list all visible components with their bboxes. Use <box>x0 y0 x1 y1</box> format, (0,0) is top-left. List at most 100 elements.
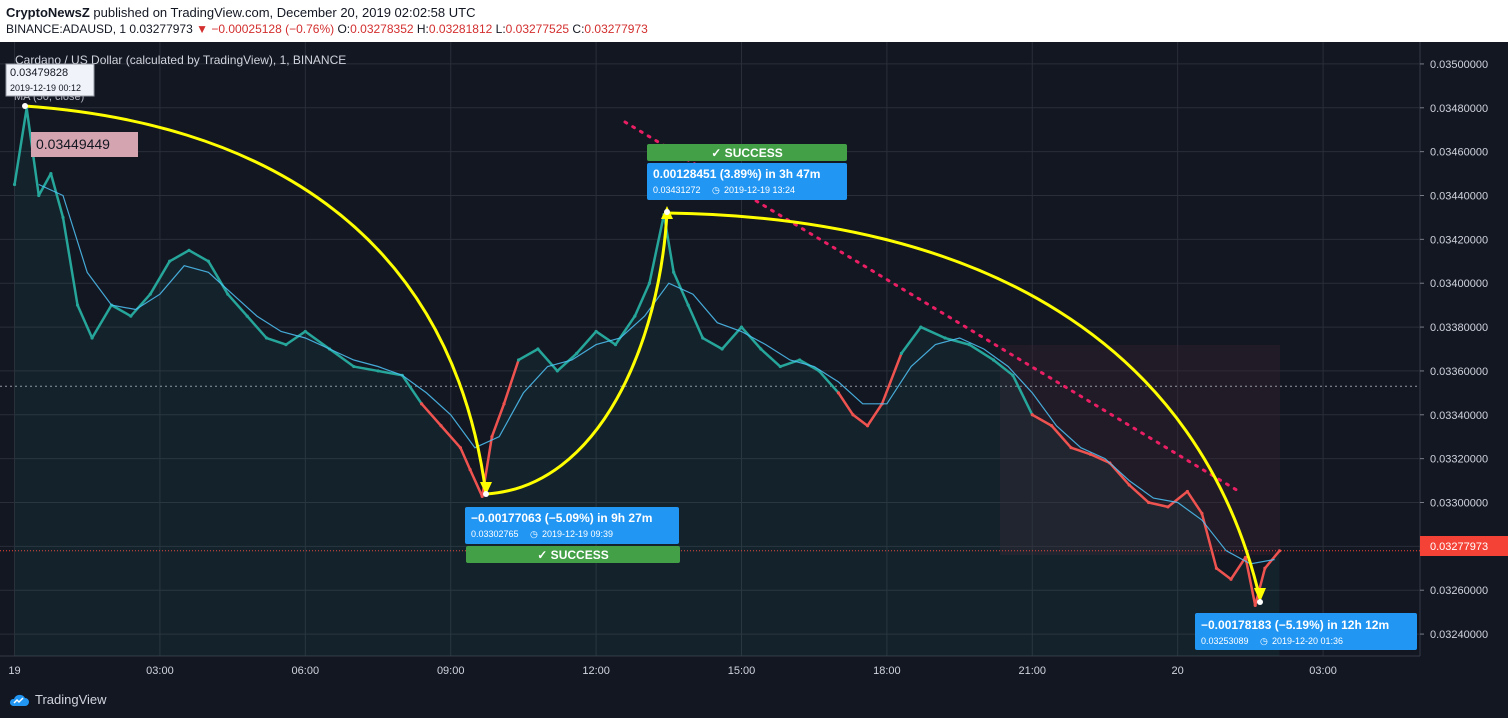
price-segment <box>900 325 923 355</box>
publisher-name[interactable]: CryptoNewsZ <box>6 5 90 20</box>
x-tick-label: 03:00 <box>1309 665 1337 677</box>
price-point <box>555 369 559 373</box>
price-point <box>1030 413 1034 417</box>
price-segment <box>502 358 520 406</box>
x-tick-label: 03:00 <box>146 665 174 677</box>
open-value: 0.03278352 <box>350 22 414 36</box>
footer-bar: TradingView <box>0 686 1508 718</box>
price-axis[interactable]: 0.03500000 0.03480000 0.03460000 0.03440000… <box>1419 42 1508 686</box>
clock-icon: ◷ <box>1260 636 1268 646</box>
price-chart[interactable]: 0.03500000 0.03480000 0.03460000 0.03440000… <box>0 42 1508 686</box>
last-price-tag <box>1420 536 1508 556</box>
price-point <box>1147 500 1151 505</box>
price-segment <box>968 343 995 362</box>
price-segment <box>168 249 191 263</box>
price-point <box>720 347 724 351</box>
y-tick-label: 0.03340000 <box>1430 410 1488 422</box>
arc-rise[interactable] <box>485 211 669 496</box>
price-point <box>836 391 841 395</box>
point-low-1[interactable] <box>483 491 489 497</box>
point-high[interactable] <box>22 103 28 109</box>
measure-3-main: −0.00178183 (−5.19%) in 12h 12m <box>1201 618 1389 632</box>
publication-line: CryptoNewsZ published on TradingView.com… <box>6 5 475 20</box>
x-tick-label: 12:00 <box>582 665 610 677</box>
price-segment <box>226 292 249 318</box>
price-point <box>490 435 494 439</box>
price-segment <box>759 347 782 368</box>
price-segment <box>13 106 28 186</box>
price-segment <box>284 330 307 346</box>
high-label: H: <box>416 22 429 36</box>
price-segment <box>1089 453 1112 465</box>
x-tick-label: 19 <box>8 665 20 677</box>
price-point <box>1088 452 1093 456</box>
symbol-label: BINANCE:ADAUSD, 1 <box>6 22 127 36</box>
price-point <box>919 325 923 329</box>
price-tag-left <box>31 132 138 157</box>
price-segment <box>517 347 540 362</box>
x-tick-label: 15:00 <box>728 665 756 677</box>
y-tick-label: 0.03460000 <box>1430 147 1488 159</box>
last-value: 0.03277973 <box>129 22 193 36</box>
price-point <box>439 424 443 428</box>
arrow-head-down-2 <box>1254 588 1266 602</box>
price-segment <box>90 303 113 340</box>
price-point <box>1185 489 1189 494</box>
price-point <box>865 424 870 428</box>
price-point <box>1011 373 1015 377</box>
price-segment <box>129 292 152 318</box>
price-point <box>1253 603 1257 607</box>
price-segment <box>1215 567 1233 581</box>
price-segment <box>37 172 53 197</box>
price-point <box>575 351 579 355</box>
price-point <box>468 468 472 472</box>
price-segment <box>61 216 79 307</box>
price-point <box>90 336 94 340</box>
price-point <box>1277 549 1282 553</box>
measure-box-2[interactable]: ✓ SUCCESS 0.00128451 (3.89%) in 3h 47m 0… <box>647 144 847 200</box>
measure-box-1[interactable]: −0.00177063 (−5.09%) in 9h 27m 0.0330276… <box>465 507 680 563</box>
point-low-2[interactable] <box>1257 599 1263 605</box>
price-point <box>613 343 618 347</box>
price-point <box>701 336 705 340</box>
measure-box-3[interactable]: −0.00178183 (−5.19%) in 12h 12m 0.032530… <box>1195 613 1417 650</box>
price-segment <box>701 336 724 351</box>
price-segment <box>575 330 598 355</box>
tradingview-brand[interactable]: TradingView <box>8 692 107 707</box>
low-label: L: <box>495 22 506 36</box>
close-value: 0.03277973 <box>584 22 648 36</box>
clock-icon: ◷ <box>530 529 538 539</box>
price-segment <box>1253 567 1267 607</box>
time-axis[interactable]: 19 03:00 06:00 09:00 12:00 15:00 18:00 21:00 20 0… <box>0 655 1420 677</box>
high-value: 0.03281812 <box>428 22 493 36</box>
price-point <box>778 364 782 369</box>
symbol-ohlc-line: BINANCE:ADAUSD, 1 0.03277973 ▼ −0.000251… <box>6 22 648 36</box>
price-point <box>516 358 521 362</box>
price-point <box>759 347 763 351</box>
arc-drop-1[interactable] <box>24 104 488 495</box>
success-badge-1-text: ✓ SUCCESS <box>537 548 608 562</box>
arc-drop-2[interactable] <box>666 211 1262 600</box>
price-segment <box>376 369 404 377</box>
measure-1-main: −0.00177063 (−5.09%) in 9h 27m <box>471 511 652 525</box>
price-point <box>991 358 996 362</box>
price-area-fill <box>14 108 1280 656</box>
price-point <box>633 314 637 318</box>
price-point <box>899 351 904 355</box>
price-segment <box>328 347 356 368</box>
price-segment <box>880 352 903 406</box>
ma-line <box>38 183 1275 565</box>
price-segment <box>420 402 443 427</box>
price-point <box>264 336 269 340</box>
price-point <box>502 402 506 406</box>
price-point <box>1050 424 1054 428</box>
price-segment <box>468 468 484 498</box>
price-segment <box>1031 413 1053 427</box>
price-segment <box>439 424 462 449</box>
price-segment <box>817 369 840 395</box>
price-segment <box>110 303 133 318</box>
price-segment <box>1050 424 1073 449</box>
y-tick-label: 0.03500000 <box>1430 59 1488 71</box>
open-label: O: <box>337 22 351 36</box>
point-peak[interactable] <box>664 209 670 215</box>
